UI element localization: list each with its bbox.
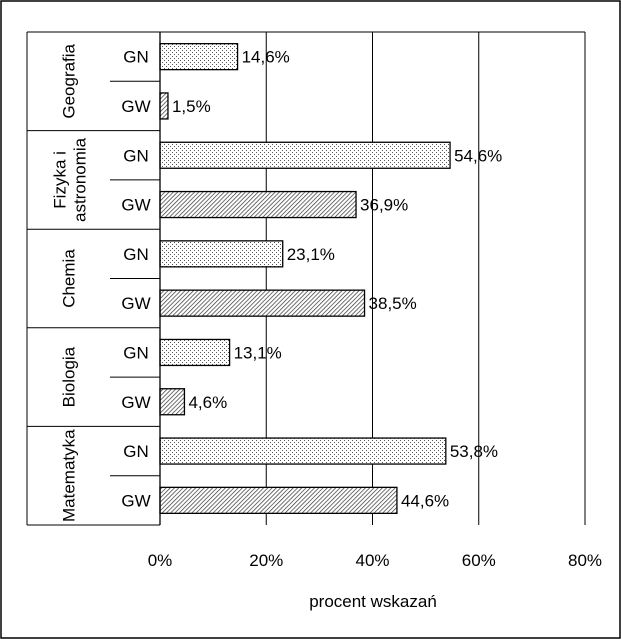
data-label: 14,6% [242,48,290,67]
bar-gw [159,486,398,515]
x-tick-label: 60% [462,551,496,570]
x-tick-label: 80% [568,551,602,570]
data-label: 54,6% [454,146,502,165]
data-label: 53,8% [450,442,498,461]
bar-gw [159,190,357,219]
category-label: GW [121,97,150,116]
category-label: GN [123,245,149,264]
bar-gn [159,437,447,465]
x-tick-label: 0% [148,551,173,570]
group-label: Matematyka [60,429,79,522]
data-label: 4,6% [188,393,227,412]
group-label: Biologia [60,346,79,407]
group-label-line: astronomia [71,137,90,222]
data-label: 23,1% [287,245,335,264]
x-tick-label: 40% [355,551,389,570]
group-label: Geografia [60,43,79,118]
group-label: Chemia [60,249,79,308]
category-label: GN [123,442,149,461]
category-label: GW [121,491,150,510]
bar-gn [159,43,239,71]
bar-gn [159,338,231,367]
bar-gn [159,141,451,169]
category-label: GN [123,343,149,362]
group-label-line: Fizyka i [51,151,70,209]
data-label: 36,9% [360,196,408,215]
category-label: GW [121,393,150,412]
x-axis-title: procent wskazań [309,592,437,611]
data-label: 44,6% [401,491,449,510]
x-tick-label: 20% [249,551,283,570]
bar-gw [159,92,169,120]
bar-gw [159,388,186,416]
bar-gn [159,240,284,268]
group-label: Fizyka iastronomia [51,137,90,222]
category-label: GN [123,146,149,165]
data-label: 1,5% [172,97,211,116]
data-label: 38,5% [369,294,417,313]
data-label: 13,1% [234,343,282,362]
bar-gw [159,289,366,317]
category-label: GW [121,294,150,313]
category-label: GN [123,48,149,67]
category-label: GW [121,196,150,215]
